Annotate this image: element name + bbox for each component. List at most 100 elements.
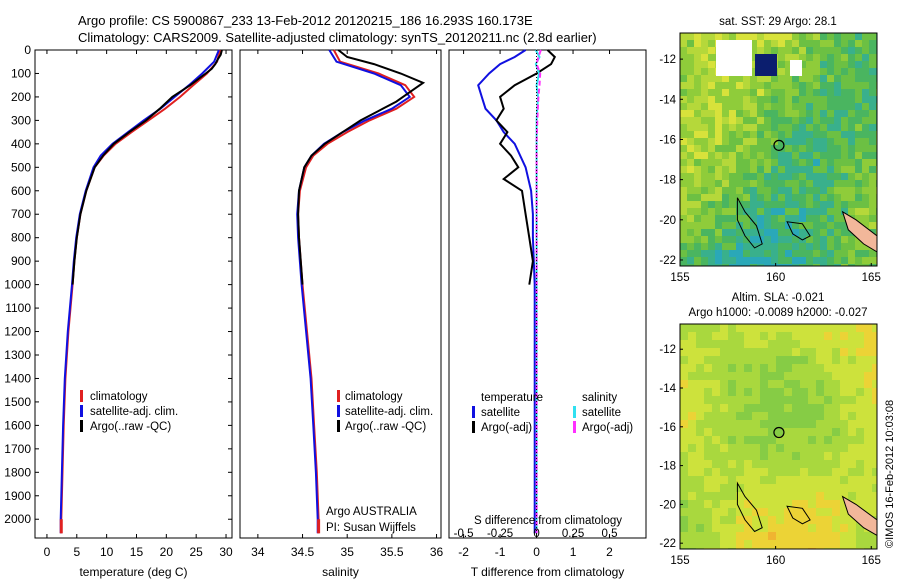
map-cell [806, 257, 814, 265]
map-cell [848, 54, 856, 62]
map-cell [688, 404, 697, 413]
map-cell [872, 484, 878, 493]
map-cell [776, 492, 785, 501]
map-cell [736, 75, 744, 83]
map-cell [687, 89, 695, 97]
map-cell [816, 540, 825, 549]
map-cell [680, 380, 689, 389]
map-cell [792, 324, 801, 333]
map-cell [864, 380, 873, 389]
map-cell [752, 340, 761, 349]
map-cell [862, 75, 870, 83]
map-cell [750, 250, 758, 258]
map-cell [820, 117, 828, 125]
map-cell [743, 208, 751, 216]
map-cell [848, 236, 856, 244]
map-cell [816, 532, 825, 541]
map-cell [736, 117, 744, 125]
map-cell [771, 103, 779, 111]
map-cell [808, 412, 817, 421]
map-cell [792, 159, 800, 167]
map-cell [776, 420, 785, 429]
map-cell [687, 68, 695, 76]
map-cell [687, 82, 695, 90]
map-cell [729, 89, 737, 97]
map-cell [768, 460, 777, 469]
map-cell [701, 243, 709, 251]
map-cell [806, 145, 814, 153]
map-cell [743, 264, 751, 267]
map-cell [720, 332, 729, 341]
map-cell [778, 54, 786, 62]
map-cell [757, 96, 765, 104]
map-cell [848, 484, 857, 493]
map-cell [785, 250, 793, 258]
map-cell [760, 444, 769, 453]
map-cell [771, 180, 779, 188]
map-cell [808, 484, 817, 493]
map-cell [760, 476, 769, 485]
map-cell [820, 264, 828, 267]
map-cell [757, 187, 765, 195]
map-cell [792, 180, 800, 188]
map-cell [799, 264, 807, 267]
map-cell [701, 103, 709, 111]
map-cell [752, 404, 761, 413]
map-cell [696, 372, 705, 381]
map-cell [848, 33, 856, 41]
map-cell [720, 508, 729, 517]
legend-swatch [337, 420, 340, 432]
map-cell [785, 229, 793, 237]
map-cell [813, 166, 821, 174]
map-cell [869, 96, 877, 104]
map-cell [752, 452, 761, 461]
map-cell [799, 243, 807, 251]
map-cell [729, 229, 737, 237]
map-cell [771, 187, 779, 195]
map-cell [808, 372, 817, 381]
map-cell [869, 75, 877, 83]
map-cell [715, 215, 723, 223]
map-cell [800, 324, 809, 333]
map-cell [806, 33, 814, 41]
map-cell [784, 468, 793, 477]
map-cell [715, 222, 723, 230]
map-cell [768, 380, 777, 389]
map-cell [800, 388, 809, 397]
map-cell [728, 460, 737, 469]
map-cell [800, 404, 809, 413]
map-cell [813, 96, 821, 104]
map-cell [715, 229, 723, 237]
map-cell [808, 404, 817, 413]
map-cell [799, 201, 807, 209]
legend-label: Argo(..raw -QC) [90, 421, 171, 433]
map-cell [694, 75, 702, 83]
map-cell [776, 380, 785, 389]
map-cell [792, 54, 800, 62]
map-cell [806, 208, 814, 216]
map-cell [855, 61, 863, 69]
map-cell [722, 96, 730, 104]
map-cell [841, 187, 849, 195]
map-cell [784, 508, 793, 517]
map-cell [743, 159, 751, 167]
map-cell [824, 516, 833, 525]
map-cell [744, 332, 753, 341]
map-cell [720, 396, 729, 405]
map-cell [864, 428, 873, 437]
map-cell [736, 201, 744, 209]
map-cell [696, 484, 705, 493]
map-cell [760, 452, 769, 461]
map-cell [872, 468, 878, 477]
map-cell [688, 500, 697, 509]
map-cell [869, 40, 877, 48]
map-cell [701, 257, 709, 265]
map-cell [696, 452, 705, 461]
map-cell [820, 75, 828, 83]
map-cell [764, 201, 772, 209]
map-cell [778, 215, 786, 223]
map-cell [806, 166, 814, 174]
map-cell [680, 40, 688, 48]
map-cell [799, 166, 807, 174]
x-tick-label: 30 [219, 545, 233, 559]
